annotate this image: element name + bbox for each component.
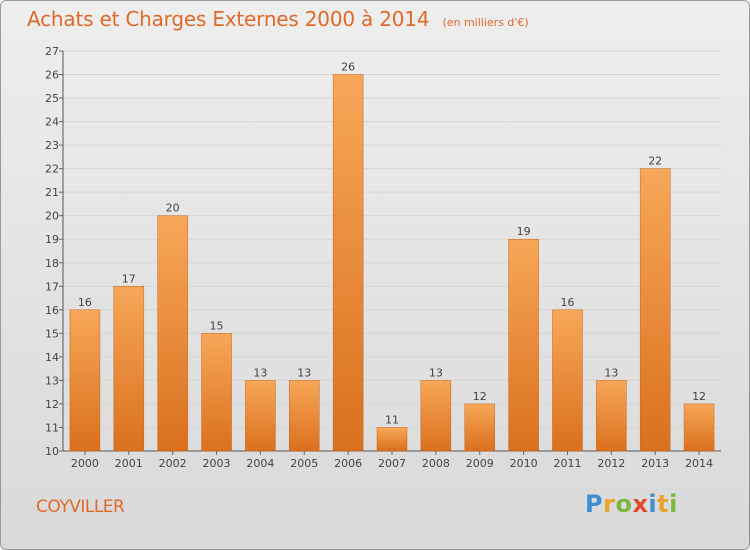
y-tick-label: 12: [45, 398, 59, 411]
y-tick-label: 15: [45, 327, 59, 340]
bar-2003: [201, 333, 232, 452]
data-label-2002: 20: [166, 202, 180, 215]
chart-subtitle: (en milliers d'€): [442, 16, 529, 29]
x-tick-label-2010: 2010: [510, 457, 538, 470]
data-label-2010: 19: [517, 225, 531, 238]
y-tick-label: 19: [45, 233, 59, 246]
x-tick-label-2001: 2001: [115, 457, 143, 470]
x-tick-label-2009: 2009: [466, 457, 494, 470]
logo-letter: i: [648, 490, 658, 518]
y-tick-label: 20: [45, 210, 59, 223]
bar-2004: [245, 380, 276, 452]
data-label-2012: 13: [604, 366, 618, 379]
chart-title: Achats et Charges Externes 2000 à 2014: [27, 7, 430, 31]
data-label-2008: 13: [429, 366, 443, 379]
logo-letter: o: [615, 490, 633, 518]
y-tick-label: 11: [45, 421, 59, 434]
data-label-2004: 13: [253, 366, 267, 379]
x-tick-label-2006: 2006: [334, 457, 362, 470]
data-label-2003: 15: [210, 319, 224, 332]
labels: 10 11 12 13 14 15 16 17 18 19 20 21 22 23 24 25 26 27 16 20…: [45, 45, 713, 470]
y-tick-label: 27: [45, 45, 59, 58]
bar-2000: [69, 309, 101, 452]
x-tick-label-2000: 2000: [71, 457, 99, 470]
bar-2013: [639, 168, 671, 452]
y-tick-label: 16: [45, 304, 59, 317]
logo-letter: x: [632, 490, 649, 518]
y-tick-label: 24: [45, 116, 59, 129]
x-tick-label-2004: 2004: [246, 457, 274, 470]
x-tick-label-2003: 2003: [203, 457, 231, 470]
data-label-2014: 12: [692, 390, 706, 403]
bar-2010: [508, 238, 539, 452]
logo-letter: P: [585, 490, 604, 518]
y-tick-label: 22: [45, 163, 59, 176]
bars: [69, 74, 715, 452]
town-name: COYVILLER: [36, 497, 125, 517]
x-tick-label-2014: 2014: [685, 457, 713, 470]
x-tick-label-2011: 2011: [553, 457, 581, 470]
logo-letter: r: [603, 490, 616, 518]
y-tick-label: 17: [45, 280, 59, 293]
bar-2007: [376, 427, 408, 452]
y-tick-label: 21: [45, 186, 59, 199]
data-label-2011: 16: [560, 296, 574, 309]
x-tick-label-2002: 2002: [159, 457, 187, 470]
x-tick-label-2012: 2012: [597, 457, 625, 470]
y-tick-label: 18: [45, 257, 59, 270]
data-label-2009: 12: [473, 390, 487, 403]
bar-2009: [464, 403, 495, 452]
data-label-2007: 11: [385, 413, 399, 426]
bar-2014: [683, 403, 715, 452]
data-label-2001: 17: [122, 272, 136, 285]
y-tick-label: 23: [45, 139, 59, 152]
bar-2008: [420, 380, 452, 452]
logo-letter: t: [657, 490, 670, 518]
y-tick-label: 25: [45, 92, 59, 105]
bar-2002: [157, 215, 188, 452]
bar-2011: [552, 309, 583, 452]
data-label-2006: 26: [341, 61, 355, 74]
x-tick-label-2008: 2008: [422, 457, 450, 470]
x-tick-label-2013: 2013: [641, 457, 669, 470]
x-tick-label-2007: 2007: [378, 457, 406, 470]
title-row: Achats et Charges Externes 2000 à 2014 (…: [27, 7, 529, 31]
logo-letter: i: [669, 490, 678, 518]
data-label-2013: 22: [648, 155, 662, 168]
bar-2005: [289, 380, 320, 452]
data-label-2005: 13: [297, 366, 311, 379]
y-tick-label: 13: [45, 374, 59, 387]
x-tick-label-2005: 2005: [290, 457, 318, 470]
y-tick-label: 14: [45, 351, 59, 364]
bar-2006: [332, 74, 364, 452]
bar-2001: [113, 286, 145, 452]
proxiti-logo[interactable]: Proxiti: [585, 490, 678, 518]
y-tick-label: 10: [45, 445, 59, 458]
bar-2012: [596, 380, 627, 452]
data-label-2000: 16: [78, 296, 92, 309]
y-tick-label: 26: [45, 69, 59, 82]
